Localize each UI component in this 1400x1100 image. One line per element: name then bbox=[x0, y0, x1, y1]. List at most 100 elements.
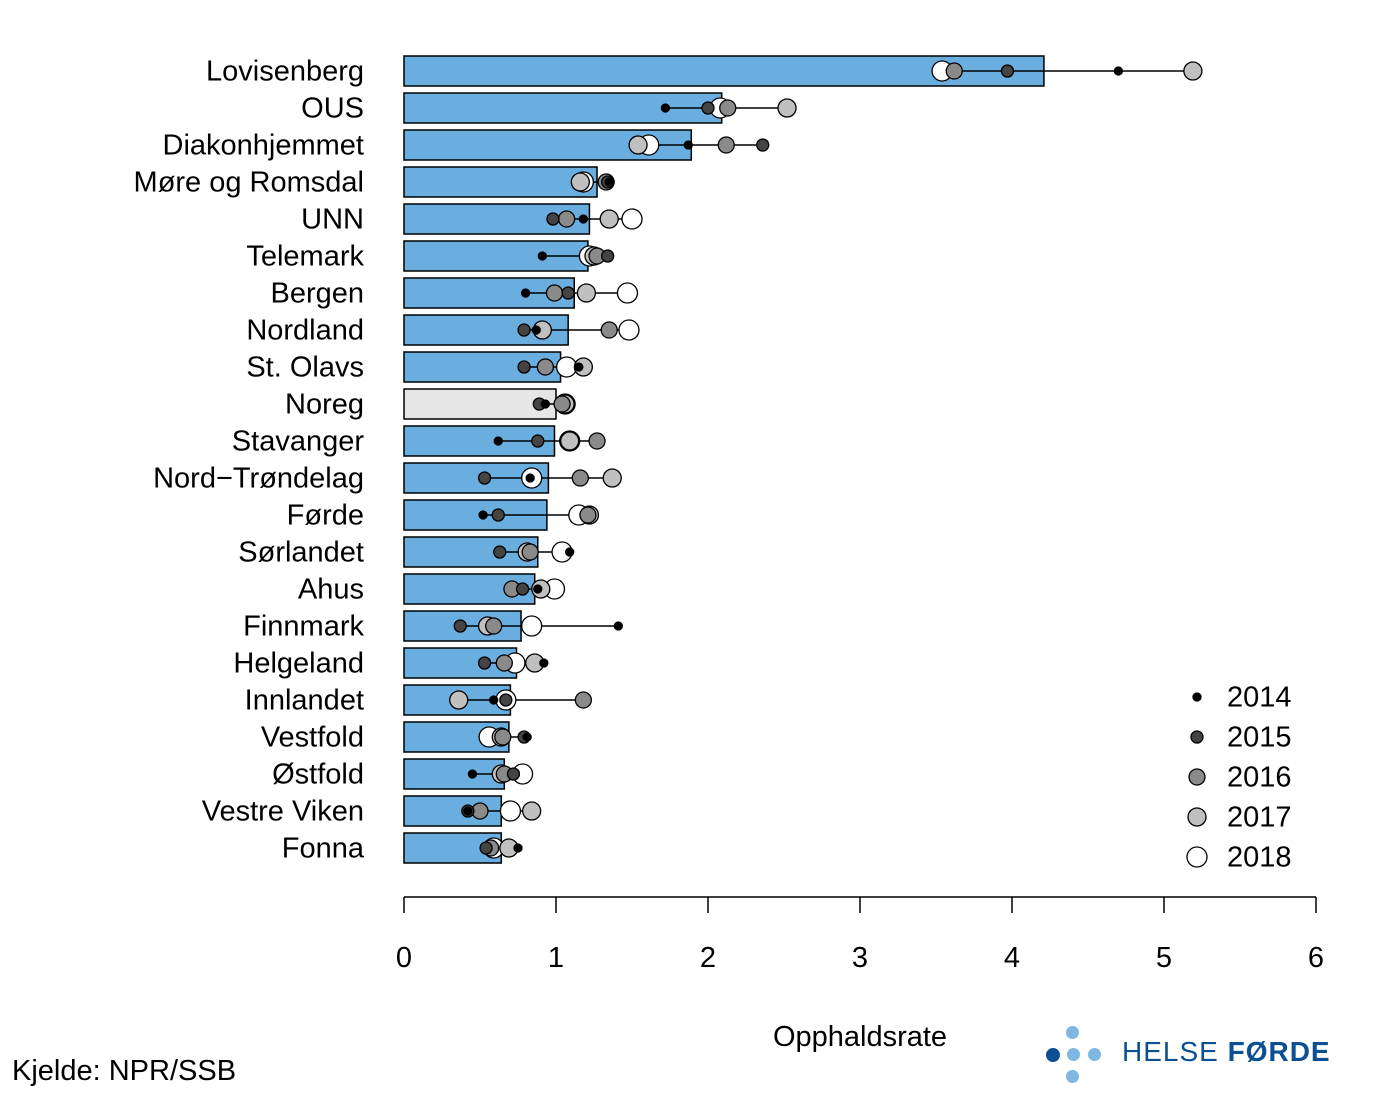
point-2014-sørlandet bbox=[565, 547, 575, 557]
point-2016-finnmark bbox=[485, 617, 503, 635]
point-2015-helgeland bbox=[477, 656, 492, 670]
point-2016-lovisenberg bbox=[945, 62, 963, 80]
point-2016-innlandet bbox=[574, 691, 593, 709]
point-2014-unn bbox=[578, 214, 589, 224]
point-2016-ous bbox=[719, 99, 737, 117]
category-label-vestre-viken: Vestre Viken bbox=[202, 796, 364, 828]
legend-marker-2017 bbox=[1187, 807, 1207, 827]
point-2014-finnmark bbox=[613, 621, 623, 631]
point-2015-diakonhjemmet bbox=[756, 138, 770, 152]
bar-stavanger bbox=[403, 425, 556, 457]
point-2017-ous bbox=[777, 98, 797, 118]
point-2016-stavanger bbox=[588, 432, 606, 450]
point-2014-vestre-viken bbox=[463, 806, 473, 816]
point-2014-noreg bbox=[540, 399, 551, 409]
point-2017-bergen bbox=[576, 283, 597, 303]
logo-dot-left bbox=[1046, 1048, 1060, 1062]
category-label-ahus: Ahus bbox=[298, 574, 364, 606]
point-2015-nordland bbox=[517, 323, 531, 337]
point-2014-vestfold bbox=[522, 732, 532, 742]
point-2016-noreg bbox=[553, 395, 571, 413]
category-label-nord-trøndelag: Nord−Trøndelag bbox=[153, 463, 364, 495]
point-2015-innlandet bbox=[499, 693, 513, 707]
category-label-diakonhjemmet: Diakonhjemmet bbox=[163, 130, 364, 162]
logo-dot-center bbox=[1067, 1048, 1080, 1061]
category-label-lovisenberg: Lovisenberg bbox=[206, 56, 364, 88]
point-2017-møre-og-romsdal bbox=[570, 172, 590, 192]
legend-label-2016: 2016 bbox=[1227, 762, 1292, 794]
category-label-fonna: Fonna bbox=[282, 833, 365, 865]
point-2015-sørlandet bbox=[493, 545, 507, 559]
point-2014-telemark bbox=[537, 251, 547, 261]
point-2015-bergen bbox=[561, 286, 575, 300]
point-2015-østfold bbox=[506, 767, 521, 781]
point-2014-innlandet bbox=[489, 695, 499, 705]
category-label-stavanger: Stavanger bbox=[232, 426, 365, 458]
point-2016-vestfold bbox=[494, 728, 512, 746]
point-2014-nord-trøndelag bbox=[525, 473, 535, 483]
x-tick-label-1: 1 bbox=[548, 942, 564, 974]
point-2017-stavanger bbox=[560, 431, 580, 451]
legend-label-2018: 2018 bbox=[1227, 842, 1292, 874]
point-2014-stavanger bbox=[493, 436, 503, 446]
point-2014-nordland bbox=[531, 325, 541, 335]
point-2015-stavanger bbox=[531, 434, 545, 448]
category-label-telemark: Telemark bbox=[246, 241, 364, 273]
x-tick-label-0: 0 bbox=[396, 942, 412, 974]
category-label-møre-og-romsdal: Møre og Romsdal bbox=[134, 167, 364, 199]
point-2018-bergen bbox=[616, 282, 639, 304]
legend-marker-2016 bbox=[1188, 768, 1206, 786]
point-2017-unn bbox=[599, 209, 619, 229]
point-2014-diakonhjemmet bbox=[683, 140, 693, 150]
category-label-helgeland: Helgeland bbox=[233, 648, 364, 680]
point-2016-diakonhjemmet bbox=[717, 136, 735, 154]
point-2016-førde bbox=[579, 506, 597, 524]
point-2017-lovisenberg bbox=[1183, 61, 1203, 81]
legend-label-2017: 2017 bbox=[1227, 802, 1292, 834]
x-tick-label-2: 2 bbox=[700, 942, 716, 974]
helse-forde-logo: HELSE FØRDE bbox=[1040, 1022, 1340, 1088]
point-2014-ahus bbox=[533, 584, 543, 594]
legend-marker-2015 bbox=[1190, 730, 1204, 744]
category-label-noreg: Noreg bbox=[285, 389, 364, 421]
legend-label-2015: 2015 bbox=[1227, 722, 1292, 754]
point-2015-st-olavs bbox=[517, 360, 531, 374]
category-label-finnmark: Finnmark bbox=[243, 611, 364, 643]
bar-møre-og-romsdal bbox=[403, 166, 598, 198]
category-label-innlandet: Innlandet bbox=[245, 685, 364, 717]
bar-noreg bbox=[403, 388, 557, 420]
x-tick-label-3: 3 bbox=[852, 942, 868, 974]
bar-helgeland bbox=[403, 647, 518, 679]
point-2014-helgeland bbox=[539, 658, 549, 668]
point-2018-st-olavs bbox=[555, 356, 578, 378]
logo-dot-top bbox=[1066, 1026, 1079, 1039]
point-2016-bergen bbox=[545, 284, 564, 302]
point-2015-lovisenberg bbox=[1000, 64, 1015, 78]
point-2016-st-olavs bbox=[536, 358, 555, 376]
point-2016-nord-trøndelag bbox=[571, 469, 589, 487]
point-2015-fonna bbox=[479, 841, 493, 855]
category-label-sørlandet: Sørlandet bbox=[238, 537, 364, 569]
category-label-bergen: Bergen bbox=[270, 278, 364, 310]
point-2018-finnmark bbox=[521, 615, 543, 637]
point-2014-førde bbox=[478, 510, 488, 520]
point-2014-bergen bbox=[520, 288, 531, 298]
point-2014-st-olavs bbox=[574, 362, 584, 372]
logo-text-bold: FØRDE bbox=[1227, 1036, 1331, 1067]
point-2014-ous bbox=[660, 103, 671, 113]
point-2015-ahus bbox=[515, 582, 530, 596]
x-tick-label-4: 4 bbox=[1004, 942, 1020, 974]
point-2017-vestre-viken bbox=[522, 801, 542, 821]
category-label-førde: Førde bbox=[287, 500, 364, 532]
point-2016-helgeland bbox=[495, 654, 513, 672]
point-2015-ous bbox=[701, 101, 715, 115]
point-2014-østfold bbox=[467, 769, 478, 779]
point-2018-unn bbox=[621, 208, 643, 230]
point-2014-lovisenberg bbox=[1113, 66, 1124, 76]
point-2017-innlandet bbox=[449, 690, 469, 710]
logo-dot-right bbox=[1088, 1048, 1101, 1061]
x-tick-label-5: 5 bbox=[1156, 942, 1172, 974]
point-2018-vestre-viken bbox=[499, 800, 522, 822]
category-label-unn: UNN bbox=[301, 204, 364, 236]
